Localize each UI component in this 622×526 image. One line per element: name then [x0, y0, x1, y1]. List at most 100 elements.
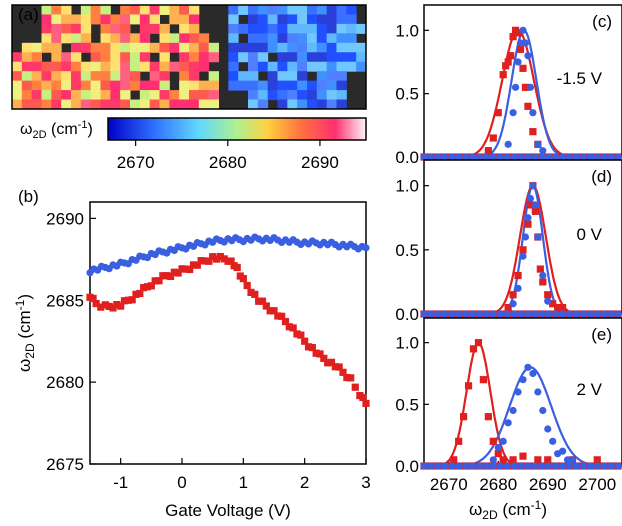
- data-point: [593, 462, 601, 470]
- map-pixel: [41, 90, 52, 101]
- data-point: [531, 462, 539, 470]
- panel-b-plot: -1 0 1 2 3 2675 2680 2685 2690: [46, 209, 371, 492]
- map-pixel: [316, 71, 328, 82]
- map-pixel: [297, 52, 308, 63]
- map-pixel: [257, 33, 269, 44]
- map-pixel: [346, 42, 357, 53]
- data-point: [220, 255, 228, 263]
- map-pixel: [307, 52, 318, 63]
- map-pixel: [198, 61, 210, 72]
- data-point: [266, 307, 274, 315]
- y-tick-label: 2675: [46, 455, 84, 474]
- map-pixel: [149, 14, 160, 25]
- data-point: [614, 310, 622, 318]
- map-pixel: [287, 80, 298, 91]
- map-pixel: [316, 80, 328, 91]
- map-pixel: [336, 14, 347, 25]
- map-pixel: [336, 90, 347, 101]
- map-pixel: [179, 90, 190, 101]
- map-pixel: [316, 90, 328, 101]
- data-point: [511, 83, 520, 91]
- data-point: [320, 354, 328, 362]
- data-point: [441, 462, 449, 470]
- data-point: [600, 462, 608, 470]
- data-point: [524, 220, 532, 228]
- map-pixel: [336, 5, 347, 15]
- data-point: [324, 359, 332, 367]
- map-pixel: [267, 61, 278, 72]
- map-pixel: [41, 71, 52, 82]
- map-pixel: [267, 80, 278, 91]
- panel-a-label: (a): [18, 5, 39, 24]
- map-pixel: [51, 61, 62, 72]
- map-pixel: [31, 42, 42, 53]
- map-pixel: [277, 90, 288, 101]
- map-pixel: [80, 23, 92, 34]
- data-point: [197, 257, 205, 265]
- data-point: [496, 462, 504, 470]
- data-point: [117, 302, 125, 310]
- data-point: [552, 153, 560, 161]
- map-pixel: [346, 23, 357, 34]
- map-pixel: [326, 52, 337, 63]
- map-pixel: [287, 33, 298, 44]
- map-pixel: [326, 71, 337, 82]
- data-point: [420, 310, 428, 318]
- y-tick-label: 0.5: [395, 85, 419, 104]
- map-pixel: [228, 42, 239, 53]
- data-point: [514, 271, 522, 280]
- data-point: [565, 153, 574, 161]
- map-pixel: [120, 71, 131, 82]
- map-pixel: [198, 90, 210, 101]
- y-tick-label: 2685: [46, 291, 84, 310]
- map-pixel: [80, 61, 92, 72]
- data-point: [549, 300, 557, 308]
- map-pixel: [71, 52, 82, 63]
- map-pixel: [179, 71, 190, 82]
- data-point: [545, 462, 553, 470]
- map-pixel: [31, 71, 42, 82]
- data-point: [559, 447, 567, 455]
- map-pixel: [71, 61, 82, 72]
- data-point: [509, 456, 517, 464]
- panel-b-xlabel: Gate Voltage (V): [165, 501, 291, 520]
- data-point: [489, 462, 497, 470]
- data-point: [503, 462, 511, 470]
- data-point: [489, 153, 497, 161]
- map-pixel: [21, 71, 33, 82]
- map-pixel: [149, 71, 160, 82]
- data-point: [509, 291, 517, 299]
- map-pixel: [326, 90, 337, 101]
- y-tick-label: 2680: [46, 373, 84, 392]
- colorbar-label: ω2D (cm-1): [20, 119, 93, 141]
- map-pixel: [80, 14, 92, 25]
- map-pixel: [346, 33, 357, 44]
- colorbar-tick-label: 2670: [117, 153, 155, 172]
- map-frame: [11, 4, 367, 110]
- x-tick-label: 2: [300, 473, 309, 492]
- data-point: [327, 358, 336, 366]
- map-pixel: [51, 71, 62, 82]
- map-pixel: [277, 42, 288, 53]
- map-pixel: [130, 61, 141, 72]
- data-point: [521, 39, 530, 47]
- map-pixel: [248, 52, 259, 63]
- map-pixel: [198, 80, 210, 91]
- map-pixel: [307, 42, 318, 53]
- data-point: [109, 304, 117, 312]
- data-point: [586, 310, 594, 318]
- data-point: [586, 462, 594, 470]
- x-tick-label: 2680: [479, 475, 517, 494]
- voltage-annotation: 2 V: [576, 380, 602, 399]
- map-pixel: [316, 33, 328, 44]
- map-pixel: [21, 61, 33, 72]
- data-point: [572, 462, 581, 470]
- map-pixel: [238, 23, 249, 34]
- data-point: [434, 462, 442, 470]
- map-pixel: [307, 80, 318, 91]
- data-point: [489, 456, 497, 464]
- data-point: [216, 252, 224, 261]
- map-pixel: [21, 90, 33, 101]
- map-pixel: [41, 33, 52, 44]
- map-pixel: [326, 33, 337, 44]
